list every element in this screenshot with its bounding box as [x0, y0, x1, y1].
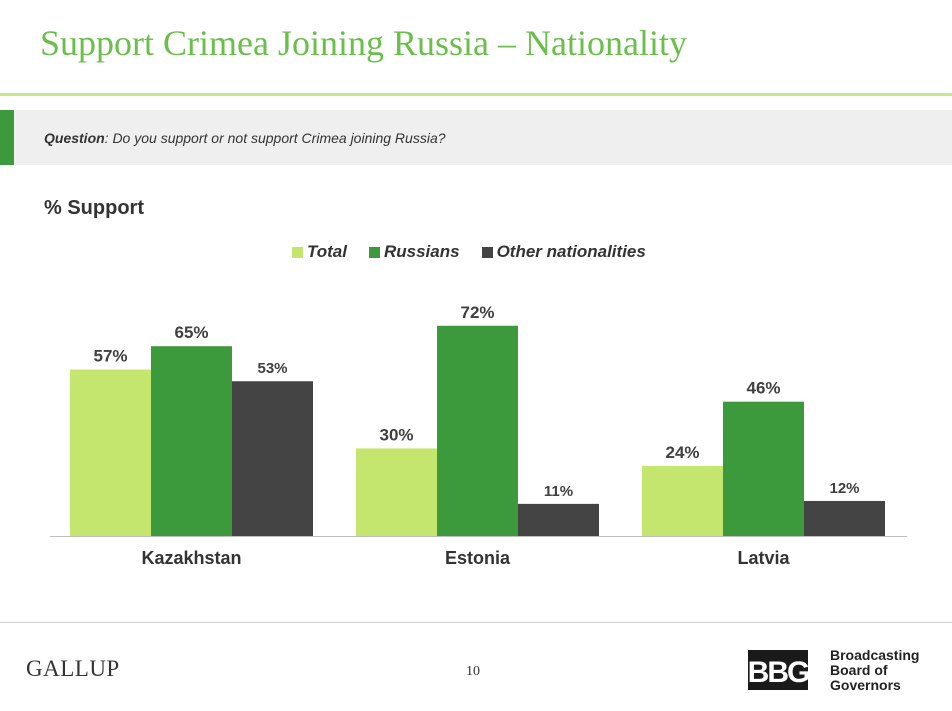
bbg-name: Broadcasting Board of Governors: [830, 648, 919, 693]
legend-swatch-other: [481, 246, 493, 258]
bbg-name-line-3: Governors: [830, 677, 901, 693]
bar-latvia-russians: [723, 401, 804, 536]
x-tick-label-estonia: Estonia: [445, 548, 511, 568]
bar-estonia-russians: [437, 325, 518, 536]
question-body: : Do you support or not support Crimea j…: [104, 130, 446, 146]
data-label-kazakhstan-russians: 65%: [174, 323, 208, 342]
data-label-latvia-other-nationalities: 12%: [829, 480, 859, 497]
footer-divider: [0, 622, 952, 623]
bbg-name-line-1: Broadcasting: [830, 647, 920, 663]
bar-estonia-other-nationalities: [518, 503, 599, 536]
bar-chart: 57% 65% 53% Kazakhstan 30% 72% 11% Estonia 24% 46…: [50, 303, 907, 568]
x-tick-label-latvia: Latvia: [737, 548, 790, 568]
page-number: 10: [466, 664, 480, 679]
bar-latvia-total: [642, 465, 723, 536]
data-label-latvia-russians: 46%: [746, 379, 780, 398]
question-label: Question: [44, 130, 105, 146]
gallup-logo: GALLUP: [26, 656, 120, 681]
data-label-estonia-other-nationalities: 11%: [544, 483, 573, 500]
bbg-name-line-2: Board of: [830, 662, 888, 678]
legend-item-total: Total: [292, 242, 347, 262]
legend-item-russians: Russians: [368, 242, 460, 262]
legend-label-russians: Russians: [383, 242, 460, 261]
bar-estonia-total: [356, 448, 437, 536]
x-tick-label-kazakhstan: Kazakhstan: [141, 548, 241, 568]
title-divider: [0, 93, 952, 96]
chart-title: % Support: [44, 197, 144, 219]
question-accent: [0, 110, 14, 165]
data-label-estonia-total: 30%: [379, 425, 413, 444]
bbg-logo-icon: BBG: [748, 650, 808, 690]
question-bar: Question: Do you support or not support …: [0, 110, 952, 165]
bar-kazakhstan-russians: [151, 346, 232, 536]
bbg-mark: BBG: [748, 656, 808, 689]
legend-item-other: Other nationalities: [481, 242, 646, 262]
page-title: Support Crimea Joining Russia – National…: [40, 23, 687, 63]
legend-label-other: Other nationalities: [496, 242, 646, 261]
bar-latvia-other-nationalities: [804, 500, 885, 536]
legend-swatch-total: [292, 246, 303, 258]
bar-kazakhstan-total: [70, 369, 151, 536]
data-label-kazakhstan-total: 57%: [93, 347, 127, 366]
chart-legend: Total Russians Other nationalities: [292, 242, 646, 262]
bar-kazakhstan-other-nationalities: [232, 381, 313, 536]
data-label-latvia-total: 24%: [665, 443, 699, 462]
data-label-kazakhstan-other-nationalities: 53%: [257, 360, 287, 377]
question-text: Question: Do you support or not support …: [44, 130, 446, 146]
legend-swatch-russians: [368, 246, 380, 258]
data-label-estonia-russians: 72%: [460, 303, 494, 322]
legend-label-total: Total: [307, 242, 347, 261]
